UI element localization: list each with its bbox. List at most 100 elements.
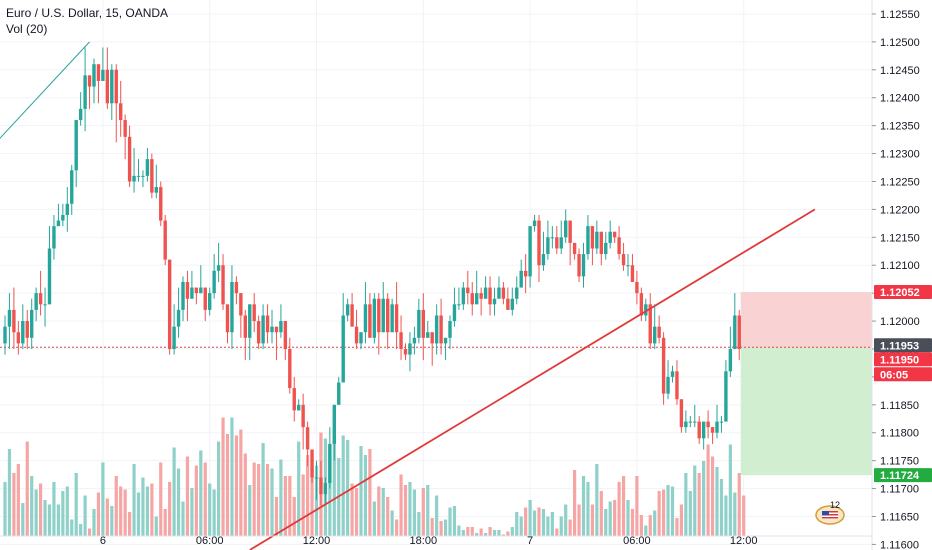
price-tick-label: 1.12350	[880, 121, 920, 133]
candle-body	[30, 309, 34, 338]
flag-logo-icon[interactable]	[815, 504, 845, 526]
candle-body	[87, 75, 92, 87]
candle-body	[608, 231, 612, 243]
candle-body	[403, 348, 408, 355]
candle-body	[96, 64, 101, 81]
candle-body	[208, 293, 212, 310]
candle-body	[426, 332, 430, 338]
bar-countdown-label: 06:05	[874, 367, 932, 382]
candle-body	[528, 226, 532, 277]
candle-body	[439, 315, 443, 344]
candle-body	[363, 304, 368, 333]
candle-body	[359, 332, 363, 344]
volume-bar	[217, 441, 221, 536]
candle-body	[710, 427, 715, 433]
volume-bar	[176, 468, 181, 536]
candle-body	[724, 371, 728, 422]
candle-body	[101, 69, 105, 81]
candle-body	[555, 237, 559, 249]
volume-bar	[421, 488, 425, 536]
candle-body	[693, 421, 697, 423]
candle-body	[448, 321, 452, 338]
candle-body	[256, 321, 261, 344]
volume-bar	[65, 486, 69, 536]
volume-bar	[274, 497, 279, 536]
volume-bars	[3, 417, 746, 536]
candle-body	[417, 309, 421, 338]
stop-price-label-text: 1.12052	[880, 287, 920, 299]
volume-bar	[234, 435, 238, 536]
candle-body	[194, 287, 199, 294]
candle-body	[666, 376, 670, 394]
candle-body	[523, 270, 528, 277]
price-tick-label: 1.12400	[880, 93, 920, 105]
candle-body	[443, 337, 448, 344]
volume-bar	[243, 453, 247, 536]
time-tick-label: 06:00	[623, 535, 651, 547]
volume-bar	[644, 525, 648, 536]
candle-body	[532, 220, 537, 227]
candle-body	[621, 254, 626, 266]
volume-bar	[484, 533, 488, 536]
volume-bar	[119, 486, 123, 536]
volume-indicator-label[interactable]: Vol (20)	[6, 22, 48, 36]
current-price-label: 1.11953	[874, 338, 932, 353]
candle-body	[354, 326, 359, 344]
candle-body	[239, 293, 243, 316]
candle-body	[185, 281, 190, 299]
candle-body	[497, 287, 501, 299]
candle-body	[337, 382, 341, 405]
candle-body	[21, 321, 25, 344]
volume-bar	[541, 509, 546, 536]
volume-bar	[261, 443, 265, 536]
target-price-label-bg	[874, 468, 932, 483]
candle-body	[386, 298, 390, 333]
candle-body	[537, 220, 541, 266]
volume-bar	[435, 495, 439, 536]
volume-bar	[341, 435, 345, 536]
volume-bar	[92, 509, 96, 536]
volume-bar	[457, 525, 461, 536]
volume-bar	[61, 491, 65, 536]
volume-bar	[368, 449, 372, 536]
volume-bar	[314, 465, 319, 536]
volume-bar	[136, 492, 141, 536]
volume-bar	[381, 488, 385, 536]
candle-body	[475, 293, 479, 305]
volume-bar	[141, 477, 145, 536]
candle-body	[612, 231, 617, 238]
volume-bar	[488, 527, 492, 536]
candle-body	[684, 421, 688, 428]
volume-bar	[30, 476, 34, 536]
candle-body	[670, 371, 675, 377]
volume-bar	[693, 465, 697, 536]
price-tick-label: 1.12000	[880, 316, 920, 328]
volume-bar	[150, 483, 154, 536]
candle-body	[248, 304, 252, 338]
candle-body	[16, 332, 21, 344]
candles	[3, 47, 741, 506]
volume-bar	[537, 507, 541, 536]
candle-body	[332, 404, 336, 444]
volume-bar	[501, 534, 505, 536]
candle-body	[550, 237, 555, 239]
candle-body	[546, 237, 550, 255]
volume-bar	[265, 464, 270, 536]
volume-bar	[194, 465, 198, 536]
candle-body	[38, 293, 43, 305]
volume-bar	[710, 456, 715, 536]
candle-body	[314, 477, 319, 479]
volume-bar	[452, 506, 457, 536]
bar-countdown-label-bg	[874, 367, 932, 382]
volume-bar	[497, 530, 501, 536]
volume-bar	[617, 482, 621, 536]
candle-body	[261, 315, 265, 344]
candle-body	[492, 298, 497, 305]
candle-body	[297, 404, 301, 411]
candle-body	[434, 315, 439, 344]
volume-bar	[737, 473, 741, 536]
volume-bar	[528, 500, 532, 536]
price-axis: 1.11600 1.11650 1.11700 1.11750 1.11800 1.118…	[872, 9, 920, 550]
